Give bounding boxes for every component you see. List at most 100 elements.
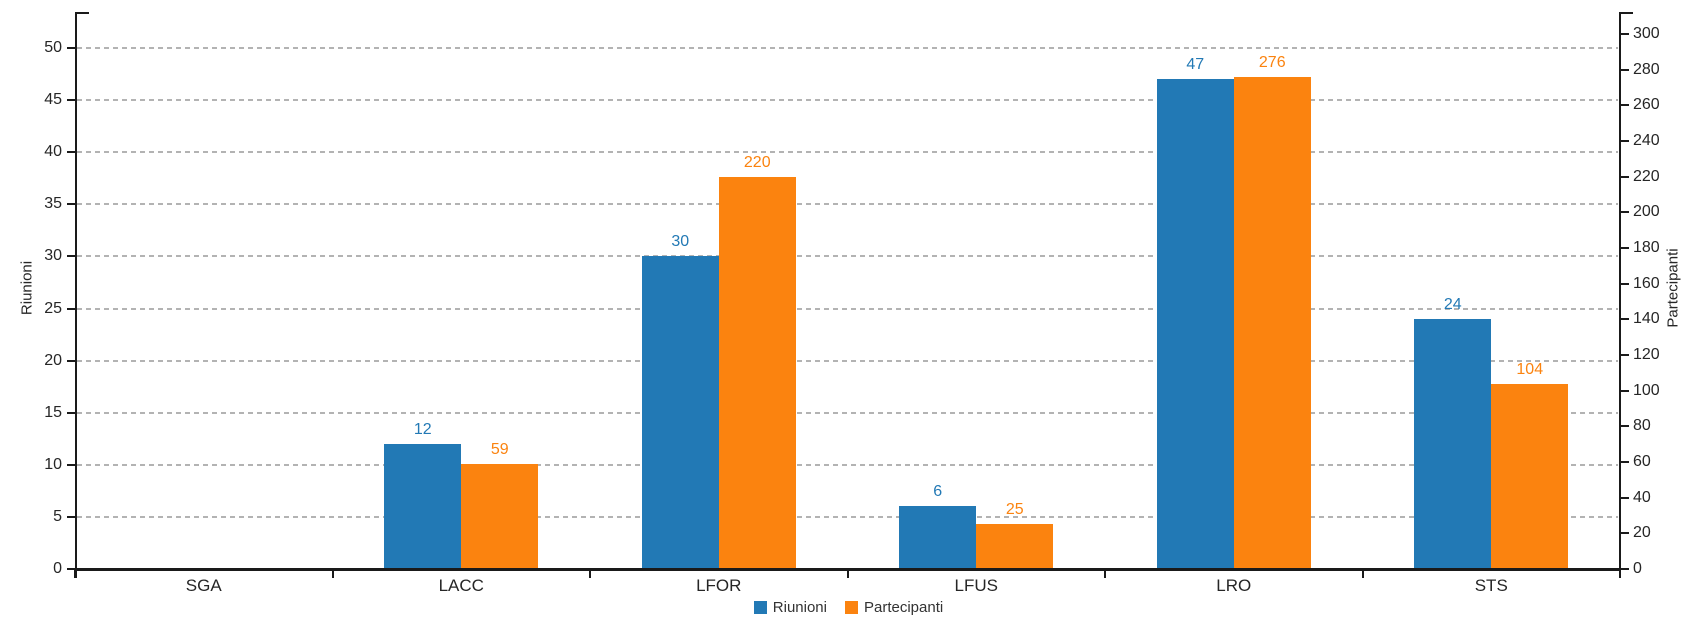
- bar-value-label-riunioni-lfus: 6: [933, 483, 943, 501]
- right-axis-tick: [1621, 389, 1629, 392]
- right-axis-tick-label: 300: [1633, 25, 1660, 42]
- right-axis-tick: [1621, 461, 1629, 463]
- bar-partecipanti-lfus: [976, 524, 1054, 569]
- category-label-lacc: LACC: [438, 576, 484, 595]
- bar-riunioni-lfor: [641, 256, 719, 569]
- category-label-lfor: LFOR: [696, 576, 742, 595]
- bar-value-label-riunioni-sts: 24: [1443, 295, 1462, 313]
- right-axis-tick-label: 180: [1633, 239, 1660, 256]
- left-axis-tick-label: 5: [53, 507, 62, 525]
- category-label-lro: LRO: [1216, 576, 1252, 595]
- left-axis-tick: [67, 411, 75, 414]
- left-axis-tick-label: 40: [44, 143, 62, 161]
- category-boundary-tick: [331, 569, 334, 578]
- right-axis-tick-label: 0: [1633, 560, 1642, 577]
- bar-value-label-partecipanti-lacc: 59: [490, 440, 509, 458]
- right-axis-tick-label: 160: [1633, 274, 1660, 292]
- left-axis-tick: [67, 568, 75, 570]
- legend-label: Riunioni: [772, 599, 827, 616]
- right-axis-tick: [1621, 532, 1629, 535]
- gridline: [77, 515, 1618, 518]
- left-axis-tick-label: 0: [53, 560, 62, 577]
- bar-value-label-partecipanti-lro: 276: [1258, 53, 1286, 71]
- right-axis-line: [1619, 12, 1621, 578]
- left-axis-tick: [67, 47, 75, 49]
- bar-partecipanti-lro: [1233, 76, 1311, 569]
- left-axis-line: [75, 12, 77, 578]
- right-axis-title: Partecipanti: [1664, 248, 1682, 328]
- right-axis-tick-label: 100: [1633, 381, 1660, 399]
- bar-value-label-partecipanti-lfor: 220: [743, 153, 771, 171]
- left-axis-tick: [67, 151, 75, 154]
- right-axis-tick: [1621, 496, 1629, 499]
- left-axis-tick-label: 35: [44, 195, 62, 213]
- left-axis-tick: [67, 463, 75, 466]
- left-axis-tick-label: 30: [44, 247, 62, 265]
- right-axis-tick: [1621, 33, 1629, 35]
- gridline: [77, 255, 1618, 258]
- category-boundary-tick: [1361, 569, 1364, 578]
- right-axis-tick-label: 80: [1633, 417, 1651, 435]
- right-axis-tick-label: 200: [1633, 203, 1660, 221]
- left-axis-tick-label: 50: [44, 39, 62, 56]
- legend-item-riunioni[interactable]: Riunioni: [753, 599, 827, 616]
- x-axis-line: [75, 568, 1621, 571]
- left-axis-tick-label: 10: [44, 455, 62, 473]
- gridline: [77, 203, 1618, 206]
- bar-partecipanti-sts: [1491, 383, 1569, 569]
- left-axis-tick-label: 25: [44, 299, 62, 317]
- category-boundary-tick: [74, 569, 76, 578]
- gridline: [77, 463, 1618, 466]
- category-boundary-tick: [1104, 569, 1106, 578]
- gridline: [77, 99, 1618, 102]
- right-axis-tick-label: 280: [1633, 60, 1660, 78]
- right-axis-top-cap: [1619, 12, 1633, 14]
- bar-riunioni-sts: [1414, 318, 1492, 569]
- category-label-sga: SGA: [185, 576, 222, 595]
- category-label-lfus: LFUS: [954, 576, 998, 595]
- right-axis-tick-label: 260: [1633, 96, 1660, 114]
- right-axis-tick: [1621, 175, 1629, 178]
- legend-item-partecipanti[interactable]: Partecipanti: [844, 599, 944, 616]
- right-axis-tick: [1621, 282, 1629, 285]
- gridline: [77, 47, 1618, 49]
- left-axis-tick: [67, 307, 75, 310]
- bar-value-label-riunioni-lro: 47: [1186, 56, 1205, 74]
- legend-swatch-partecipanti: [844, 601, 858, 614]
- left-axis-tick: [67, 99, 75, 102]
- right-axis-tick: [1621, 211, 1629, 214]
- category-boundary-tick: [589, 569, 591, 578]
- right-axis-tick-label: 220: [1633, 167, 1660, 185]
- left-axis-tick-label: 45: [44, 91, 62, 109]
- legend-label: Partecipanti: [863, 599, 944, 616]
- right-axis-tick: [1621, 354, 1629, 356]
- left-axis-tick: [67, 359, 75, 362]
- right-axis-tick-label: 40: [1633, 488, 1651, 506]
- left-axis-tick: [67, 515, 75, 518]
- category-boundary-tick: [1619, 569, 1621, 578]
- bar-riunioni-lfus: [899, 506, 977, 569]
- gridline: [77, 411, 1618, 414]
- left-axis-tick: [67, 203, 75, 206]
- gridline: [77, 151, 1618, 154]
- right-axis-tick-label: 140: [1633, 310, 1660, 328]
- gridline: [77, 359, 1618, 362]
- legend: Riunioni Partecipanti: [0, 600, 1697, 615]
- legend-swatch-riunioni: [753, 601, 767, 614]
- left-axis-tick: [67, 255, 75, 258]
- right-axis-tick: [1621, 104, 1629, 107]
- right-axis-tick-label: 20: [1633, 524, 1651, 542]
- right-axis-tick: [1621, 247, 1629, 249]
- right-axis-tick: [1621, 568, 1629, 570]
- bar-value-label-partecipanti-sts: 104: [1516, 360, 1544, 378]
- bar-partecipanti-lfor: [718, 176, 796, 569]
- right-axis-tick: [1621, 140, 1629, 142]
- bar-value-label-riunioni-lacc: 12: [413, 420, 432, 438]
- right-axis-tick-label: 120: [1633, 346, 1660, 363]
- gridline: [77, 307, 1618, 310]
- right-axis-tick-label: 240: [1633, 132, 1660, 149]
- right-axis-tick: [1621, 425, 1629, 428]
- left-axis-tick-label: 15: [44, 403, 62, 421]
- category-label-sts: STS: [1474, 576, 1508, 595]
